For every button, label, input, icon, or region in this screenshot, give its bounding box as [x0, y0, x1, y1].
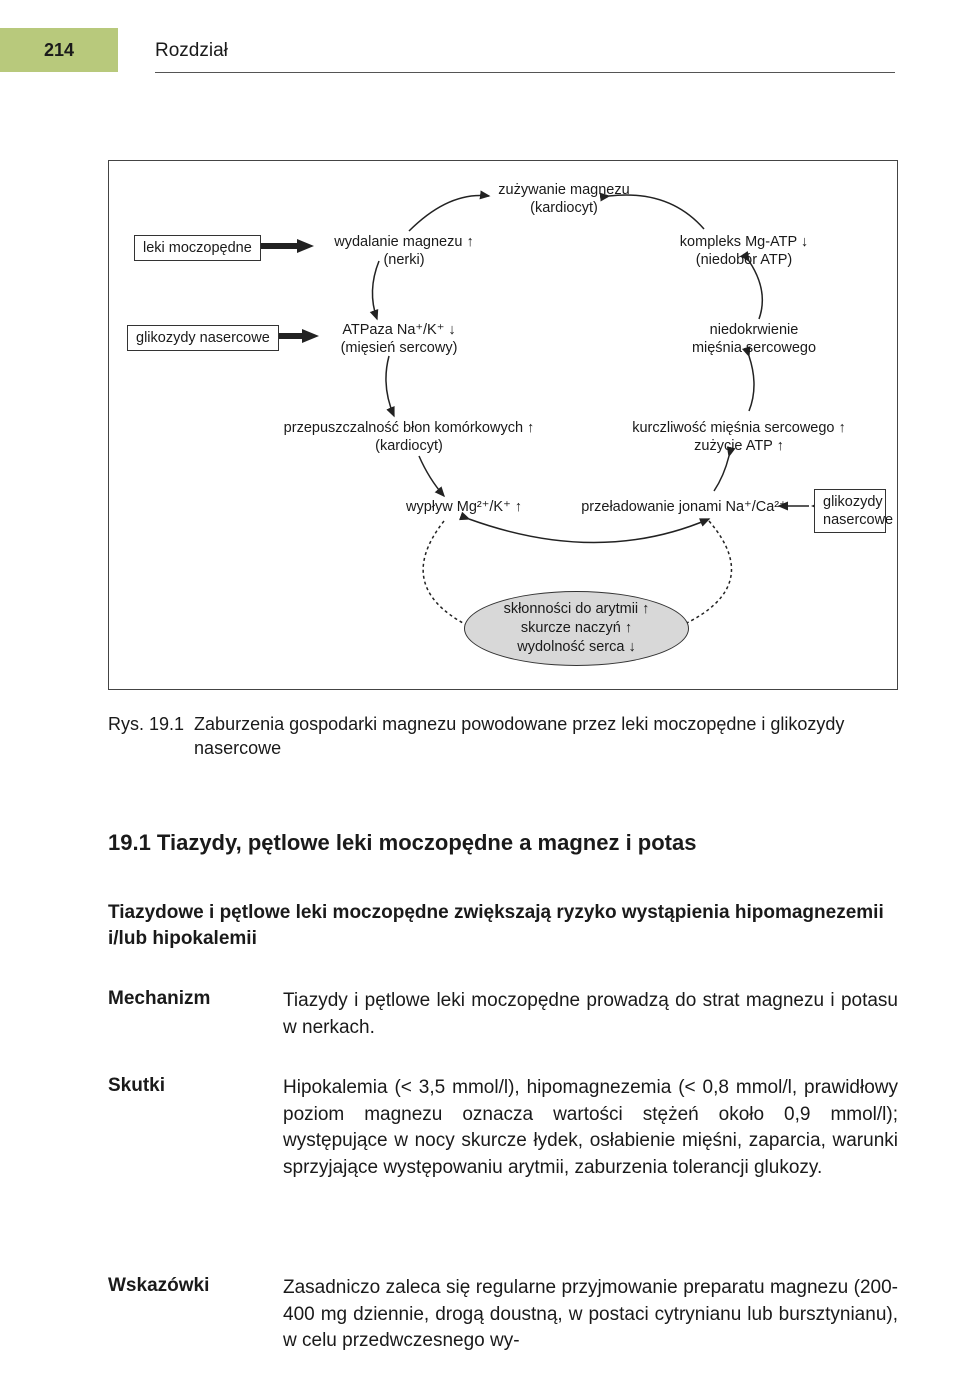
- node-glycosides-right-text: glikozydy nasercowe: [823, 494, 893, 528]
- ellipse-line1: skłonności do arytmii ↑: [504, 600, 650, 619]
- figure-diagram: zużywanie magnezu (kardiocyt) leki moczo…: [108, 160, 898, 690]
- ellipse-line2: skurcze naczyń ↑: [521, 619, 632, 638]
- node-consume: zużywanie magnezu (kardiocyt): [479, 181, 649, 217]
- node-permeability: przepuszczalność błon komórkowych ↑ (kar…: [269, 419, 549, 455]
- node-ischemia-text: niedokrwienie mięśnia sercowego: [692, 322, 816, 356]
- node-atpase-text: ATPaza Na⁺/K⁺ ↓ (mięsień sercowy): [341, 322, 458, 356]
- node-diuretics: leki moczopędne: [134, 235, 261, 261]
- node-overload-text: przeładowanie jonami Na⁺/Ca²⁺: [581, 499, 787, 515]
- mechanism-label: Mechanizm: [108, 988, 283, 1041]
- node-mgatp-text: kompleks Mg-ATP ↓ (niedobór ATP): [680, 234, 808, 268]
- tips-text: Zasadniczo zaleca się regularne przyjmow…: [283, 1275, 898, 1355]
- section-subheading: Tiazydowe i pętlowe leki moczopędne zwię…: [108, 900, 898, 951]
- caption-text: Zaburzenia gospodarki magnezu powodowane…: [194, 712, 898, 761]
- node-overload: przeładowanie jonami Na⁺/Ca²⁺: [579, 498, 789, 516]
- node-mgatp: kompleks Mg-ATP ↓ (niedobór ATP): [664, 233, 824, 269]
- effects-block: Skutki Hipokalemia (< 3,5 mmol/l), hipom…: [108, 1075, 898, 1181]
- node-glycosides-right: glikozydy nasercowe: [814, 489, 886, 533]
- node-consume-text: zużywanie magnezu (kardiocyt): [498, 182, 629, 216]
- node-efflux: wypływ Mg²⁺/K⁺ ↑: [389, 498, 539, 516]
- node-glycosides-left: glikozydy nasercowe: [127, 325, 279, 351]
- page-number-tab: 214: [0, 28, 118, 72]
- node-contractility: kurczliwość mięśnia sercowego ↑ zużycie …: [619, 419, 859, 455]
- node-efflux-text: wypływ Mg²⁺/K⁺ ↑: [406, 499, 522, 515]
- mechanism-text: Tiazydy i pętlowe leki moczopędne prowad…: [283, 988, 898, 1041]
- node-ellipse: skłonności do arytmii ↑ skurcze naczyń ↑…: [464, 591, 689, 666]
- node-atpase: ATPaza Na⁺/K⁺ ↓ (mięsień sercowy): [324, 321, 474, 357]
- tips-label: Wskazówki: [108, 1275, 283, 1355]
- figure-caption: Rys. 19.1 Zaburzenia gospodarki magnezu …: [108, 712, 898, 761]
- ellipse-line3: wydolność serca ↓: [517, 638, 635, 657]
- node-permeability-text: przepuszczalność błon komórkowych ↑ (kar…: [284, 420, 535, 454]
- node-excretion: wydalanie magnezu ↑ (nerki): [319, 233, 489, 269]
- section-heading: 19.1 Tiazydy, pętlowe leki moczopędne a …: [108, 830, 898, 856]
- page-number: 214: [44, 40, 74, 61]
- node-contractility-text: kurczliwość mięśnia sercowego ↑ zużycie …: [632, 420, 846, 454]
- chapter-label: Rozdział: [155, 40, 228, 62]
- header-rule: [155, 72, 895, 73]
- effects-label: Skutki: [108, 1075, 283, 1181]
- node-diuretics-text: leki moczopędne: [143, 240, 252, 256]
- node-ischemia: niedokrwienie mięśnia sercowego: [674, 321, 834, 357]
- effects-text: Hipokalemia (< 3,5 mmol/l), hipomagnezem…: [283, 1075, 898, 1181]
- tips-block: Wskazówki Zasadniczo zaleca się regularn…: [108, 1275, 898, 1355]
- caption-number: Rys. 19.1: [108, 712, 184, 761]
- node-glycosides-left-text: glikozydy nasercowe: [136, 330, 270, 346]
- mechanism-block: Mechanizm Tiazydy i pętlowe leki moczopę…: [108, 988, 898, 1041]
- node-excretion-text: wydalanie magnezu ↑ (nerki): [334, 234, 473, 268]
